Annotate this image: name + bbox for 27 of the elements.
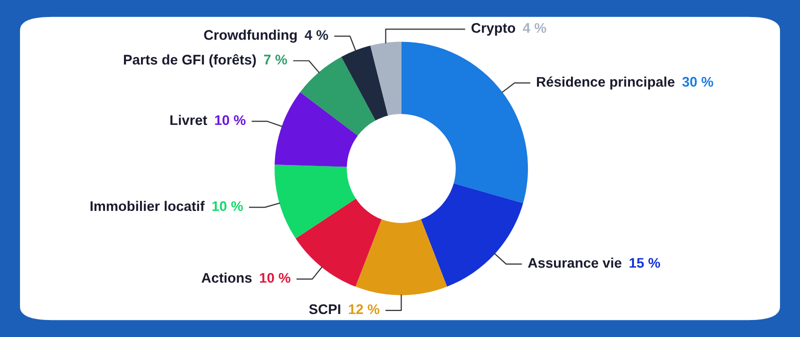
data-label: 30 % [682,76,714,87]
donut-slice [401,42,528,204]
data-label: 12 % [348,304,380,314]
data-label: 4 % [304,30,328,40]
donut-slice [341,46,388,121]
slice-label: Crowdfunding [204,30,297,43]
slice-label: Parts de GFI (forêts) [124,54,256,68]
slice-label: Actions [202,272,252,283]
data-label: 4 % [522,23,546,33]
data-label: 10 % [215,115,246,126]
data-label: 10 % [212,201,243,212]
donut-slice [370,42,402,116]
data-label: 7 % [264,54,288,64]
slice-label: Assurance vie [528,258,622,268]
donut-slice [296,198,382,287]
donut-slice [274,92,358,167]
slice-label: Résidence principale [536,76,675,90]
data-label: 10 % [260,272,290,283]
data-label: 15 % [630,258,660,268]
slice-label: Immobilier locatif [90,200,205,212]
slice-label: Crypto [472,23,516,36]
donut-slice [300,56,376,136]
slice-label: SCPI [309,304,340,314]
donut-slice [356,219,448,296]
donut-slice [274,164,356,238]
slice-label: Livret [170,114,208,126]
donut-slice [420,183,524,287]
